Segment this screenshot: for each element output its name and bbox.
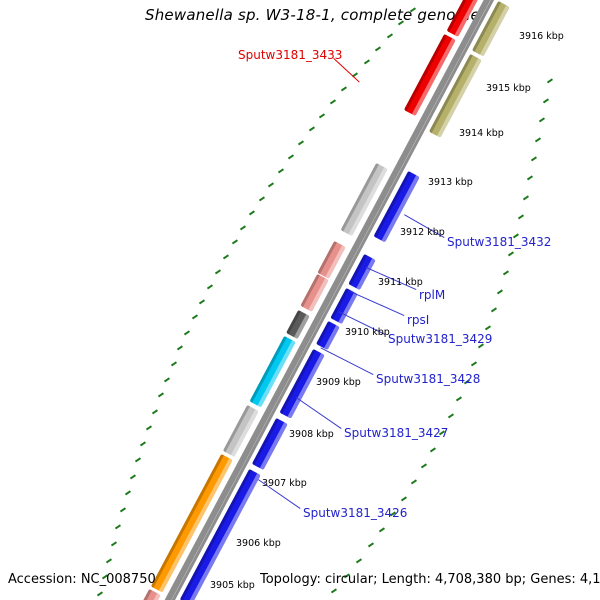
- ruler-tick-mark-left: [447, 413, 454, 419]
- ruler-tick-mark-right: [231, 239, 238, 245]
- ruler-tick-mark-right: [397, 19, 405, 25]
- gene-label-sputw3181_3429[interactable]: Sputw3181_3429: [388, 332, 493, 346]
- ruler-tick-label: 3908 kbp: [289, 429, 334, 440]
- ruler-tick-mark-left: [491, 307, 498, 313]
- ruler-tick-mark-right: [222, 253, 230, 260]
- ruler-tick-mark-right: [258, 195, 265, 202]
- ruler-tick-mark-right: [214, 268, 221, 275]
- ruler-tick-label: 3916 kbp: [519, 31, 564, 42]
- ruler-tick-label: 3911 kbp: [378, 277, 423, 288]
- ruler-tick-mark-right: [157, 392, 164, 398]
- ruler-tick-mark-right: [308, 126, 315, 132]
- gene-label-sputw3181_3426[interactable]: Sputw3181_3426: [303, 506, 408, 520]
- ruler-tick-mark-right: [183, 329, 191, 335]
- ruler-tick-label: 3913 kbp: [428, 177, 473, 188]
- ruler-tick-mark-right: [329, 99, 337, 105]
- ruler-tick-label: 3914 kbp: [459, 128, 504, 139]
- ruler-tick-label: 3907 kbp: [262, 478, 307, 489]
- ruler-tick-mark-right: [170, 360, 177, 367]
- ruler-tick-mark-right: [151, 408, 158, 414]
- ruler-tick-mark-left: [331, 587, 338, 594]
- ruler-tick-mark-left: [496, 288, 504, 294]
- ruler-tick-mark-left: [455, 395, 463, 402]
- ruler-tick-mark-left: [517, 213, 525, 219]
- ruler-tick-label: 3909 kbp: [316, 377, 361, 388]
- feature-shadow: [404, 34, 448, 112]
- ruler-tick-mark-right: [97, 591, 104, 597]
- ruler-tick-mark-left: [538, 117, 546, 123]
- ruler-tick-mark-right: [240, 224, 247, 230]
- ruler-tick-mark-right: [319, 112, 326, 118]
- gene-label-rpsi[interactable]: rpsI: [407, 313, 430, 327]
- gene-label-sputw3181_3433[interactable]: Sputw3181_3433: [238, 48, 343, 62]
- ruler-tick-mark-left: [530, 156, 538, 162]
- ruler-tick-label: 3910 kbp: [345, 327, 390, 338]
- ruler-tick-mark-right: [409, 6, 416, 12]
- gene-label-sputw3181_3428[interactable]: Sputw3181_3428: [376, 372, 481, 386]
- feature-highlight: [436, 58, 482, 139]
- ruler-tick-mark-left: [522, 194, 529, 200]
- ruler-tick-mark-left: [378, 527, 385, 533]
- ruler-tick-mark-left: [420, 463, 427, 469]
- ruler-tick-mark-right: [386, 32, 393, 39]
- ruler-tick-mark-right: [145, 424, 153, 431]
- ruler-tick-label: 3905 kbp: [210, 580, 255, 591]
- page-title: Shewanella sp. W3-18-1, complete genome: [145, 6, 480, 24]
- ruler-tick-label: 3912 kbp: [400, 227, 445, 238]
- ruler-tick-mark-right: [298, 139, 305, 146]
- ruler-tick-mark-left: [542, 97, 550, 104]
- feature-salmon-bottom[interactable]: [115, 588, 162, 600]
- ruler-tick-mark-left: [484, 325, 492, 331]
- ruler-tick-mark-left: [471, 360, 478, 367]
- topology-label: Topology: circular; Length: 4,708,380 bp…: [260, 572, 600, 587]
- ruler-tick-label: 3906 kbp: [236, 538, 281, 549]
- ruler-tick-mark-right: [110, 540, 117, 547]
- ruler-tick-mark-right: [249, 210, 256, 216]
- ruler-tick-mark-left: [355, 557, 362, 564]
- ruler-tick-label: 3915 kbp: [486, 83, 531, 94]
- ruler-tick-mark-right: [129, 473, 136, 480]
- ruler-tick-mark-right: [134, 457, 142, 463]
- ruler-tick-mark-right: [206, 283, 213, 290]
- gene-label-rplm[interactable]: rplM: [419, 288, 446, 302]
- ruler-tick-mark-right: [363, 59, 370, 65]
- ruler-tick-mark-left: [507, 251, 515, 257]
- ruler-tick-mark-right: [268, 181, 275, 188]
- ruler-tick-mark-left: [546, 78, 553, 84]
- ruler-tick-mark-left: [429, 446, 437, 453]
- gene-label-sputw3181_3432[interactable]: Sputw3181_3432: [447, 235, 552, 249]
- ruler-tick-mark-right: [124, 490, 131, 496]
- ruler-tick-mark-left: [502, 270, 509, 276]
- ruler-tick-mark-left: [367, 542, 374, 548]
- ruler-tick-mark-left: [400, 495, 407, 501]
- ruler-tick-mark-right: [287, 153, 295, 160]
- ruler-tick-mark-right: [163, 376, 171, 382]
- ruler-tick-mark-right: [277, 167, 285, 173]
- ruler-tick-mark-right: [105, 557, 113, 563]
- ruler-tick-mark-left: [534, 136, 542, 143]
- feature-shadow: [115, 588, 153, 600]
- ruler-tick-mark-left: [410, 479, 417, 485]
- ruler-tick-mark-right: [198, 298, 206, 305]
- ruler-tick-mark-right: [340, 85, 348, 91]
- ruler-tick-mark-right: [140, 441, 147, 447]
- ruler-tick-mark-left: [526, 175, 533, 181]
- gene-label-sputw3181_3427[interactable]: Sputw3181_3427: [344, 426, 449, 440]
- ruler-tick-mark-right: [114, 523, 122, 530]
- ruler-tick-mark-right: [119, 507, 126, 513]
- ruler-tick-mark-right: [177, 345, 184, 351]
- accession-label: Accession: NC_008750: [8, 572, 156, 587]
- ruler-tick-mark-right: [191, 314, 198, 320]
- ruler-tick-mark-right: [374, 45, 382, 52]
